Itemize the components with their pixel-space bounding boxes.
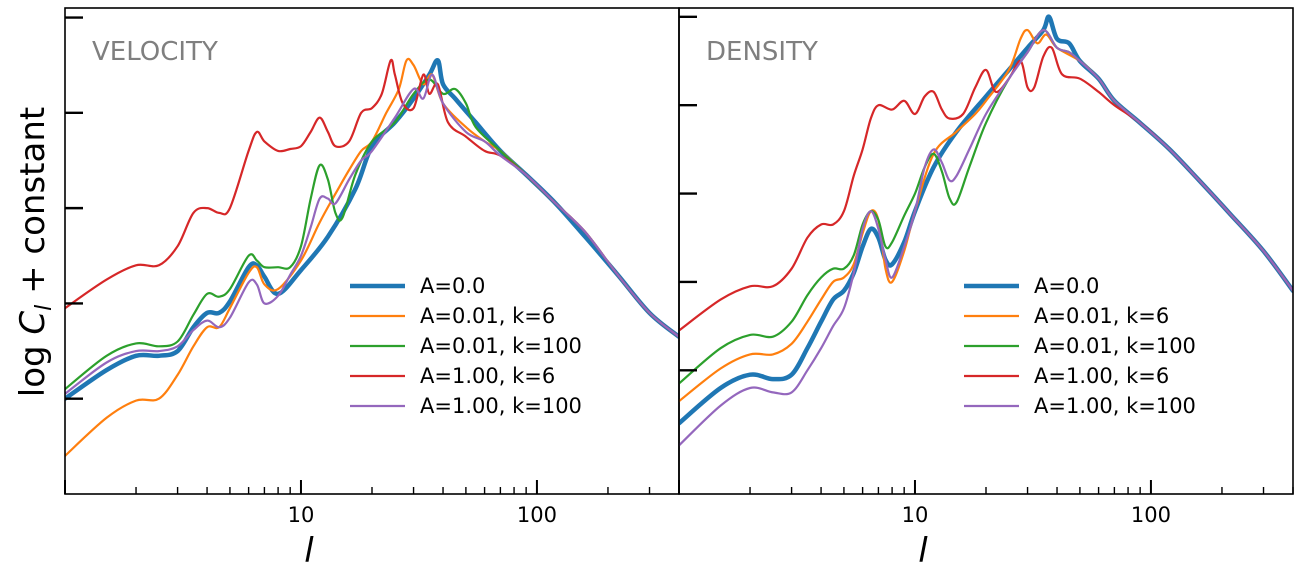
series-line-0: [679, 14, 1293, 426]
series-line-1: [65, 57, 679, 457]
axes-frame: [678, 7, 1294, 495]
x-tick-label: 100: [517, 503, 557, 527]
y-axis-label: log Cl + constant: [13, 107, 57, 397]
legend-entry: A=0.01, k=100: [1034, 334, 1196, 358]
legend-entry: A=0.0: [1034, 274, 1099, 298]
series-line-3: [679, 45, 1293, 332]
legend-entry: A=1.00, k=6: [1034, 364, 1169, 388]
legend-entry: A=0.01, k=6: [420, 304, 555, 328]
legend: A=0.0 A=0.01, k=6 A=0.01, k=100 A=1.00, k=6…: [350, 274, 582, 418]
panel-title: DENSITY: [706, 37, 818, 67]
series-line-0: [65, 58, 679, 401]
legend: A=0.0 A=0.01, k=6 A=0.01, k=100 A=1.00, k=6…: [964, 274, 1196, 418]
series-line-3: [65, 58, 679, 338]
x-tick-label: 10: [902, 503, 929, 527]
series-line-2: [679, 29, 1293, 385]
series-line-4: [65, 73, 679, 395]
series-line-4: [679, 29, 1293, 447]
legend-entry: A=0.01, k=100: [420, 334, 582, 358]
velocity-panel: 10 100 l VELOCITY A=0.0 A=0.01, k=6 A=0.01, k=…: [64, 7, 680, 564]
x-axis-label: l: [918, 531, 928, 564]
density-panel: 10 100 l DENSITY A=0.0 A=0.01, k=6 A=0.01, k=1…: [678, 7, 1294, 564]
legend-entry: A=0.01, k=6: [1034, 304, 1169, 328]
legend-entry: A=0.0: [420, 274, 485, 298]
x-tick-label: 10: [288, 503, 315, 527]
axes-frame: [64, 7, 680, 495]
panel-title: VELOCITY: [92, 37, 218, 67]
x-axis-label: l: [304, 531, 314, 564]
series-line-2: [65, 78, 679, 391]
legend-entry: A=1.00, k=6: [420, 364, 555, 388]
x-tick-label: 100: [1131, 503, 1171, 527]
legend-entry: A=1.00, k=100: [1034, 394, 1196, 418]
legend-entry: A=1.00, k=100: [420, 394, 582, 418]
